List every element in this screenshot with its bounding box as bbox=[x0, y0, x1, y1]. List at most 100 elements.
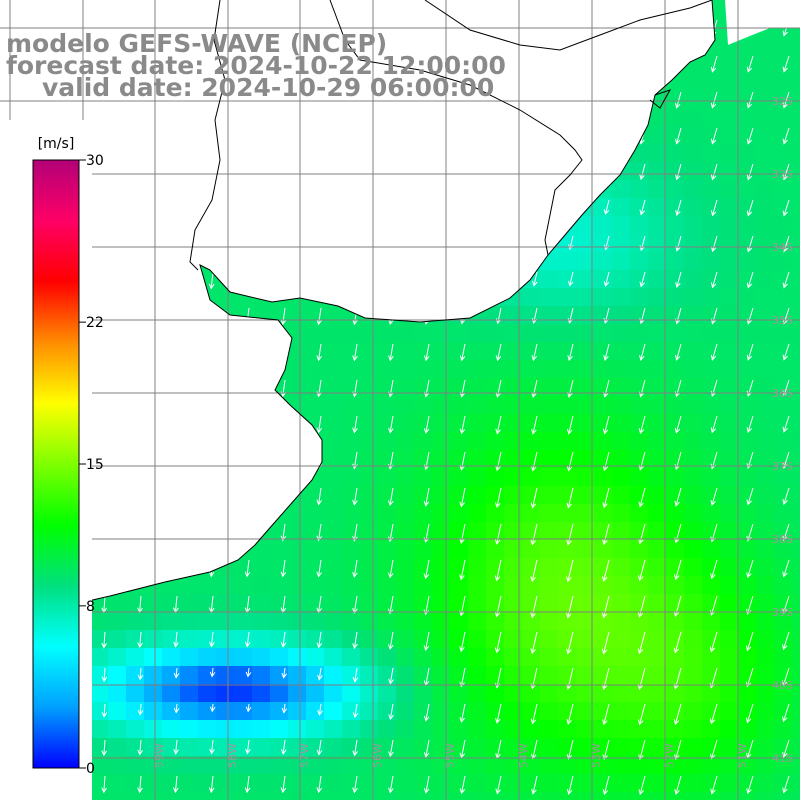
wind-cell bbox=[630, 756, 649, 775]
wind-cell bbox=[540, 360, 559, 379]
wind-cell bbox=[270, 720, 289, 739]
wind-cell bbox=[540, 774, 559, 793]
wind-cell bbox=[216, 792, 235, 804]
wind-cell bbox=[702, 342, 721, 361]
wind-cell bbox=[738, 144, 757, 163]
wind-cell bbox=[180, 612, 199, 631]
wind-cell bbox=[432, 720, 451, 739]
wind-cell bbox=[756, 702, 775, 721]
wind-cell bbox=[504, 468, 523, 487]
wind-cell bbox=[630, 792, 649, 804]
wind-cell bbox=[702, 702, 721, 721]
wind-cell bbox=[432, 666, 451, 685]
wind-cell bbox=[558, 288, 577, 307]
wind-cell bbox=[576, 648, 595, 667]
wind-cell bbox=[216, 756, 235, 775]
wind-cell bbox=[342, 594, 361, 613]
wind-cell bbox=[666, 234, 685, 253]
wind-cell bbox=[522, 342, 541, 361]
wind-cell bbox=[414, 540, 433, 559]
wind-cell bbox=[180, 756, 199, 775]
wind-cell bbox=[684, 324, 703, 343]
wind-cell bbox=[468, 486, 487, 505]
wind-cell bbox=[306, 774, 325, 793]
wind-arrow bbox=[281, 667, 288, 679]
wind-cell bbox=[738, 324, 757, 343]
wind-cell bbox=[612, 468, 631, 487]
wind-cell bbox=[342, 666, 361, 685]
wind-cell bbox=[450, 432, 469, 451]
wind-cell bbox=[432, 396, 451, 415]
wind-cell bbox=[522, 792, 541, 804]
wind-cell bbox=[252, 540, 271, 559]
coastline-path bbox=[0, 0, 716, 619]
wind-arrow bbox=[387, 559, 394, 579]
wind-arrow bbox=[639, 163, 646, 181]
wind-cell bbox=[378, 738, 397, 757]
wind-cell bbox=[558, 612, 577, 631]
wind-cell bbox=[450, 630, 469, 649]
wind-cell bbox=[180, 630, 199, 649]
wind-cell bbox=[414, 378, 433, 397]
wind-cell bbox=[504, 324, 523, 343]
wind-arrow bbox=[531, 343, 538, 362]
wind-arrow bbox=[137, 775, 143, 794]
wind-cell bbox=[684, 342, 703, 361]
wind-cell bbox=[684, 306, 703, 325]
wind-cell bbox=[378, 396, 397, 415]
wind-arrow bbox=[745, 703, 754, 724]
wind-cell bbox=[450, 414, 469, 433]
wind-cell bbox=[486, 450, 505, 469]
wind-cell bbox=[720, 504, 739, 523]
wind-cell bbox=[90, 684, 109, 703]
wind-cell bbox=[666, 630, 685, 649]
wind-cell bbox=[792, 756, 800, 775]
wind-cell bbox=[738, 72, 757, 91]
wind-cell bbox=[756, 144, 775, 163]
wind-cell bbox=[594, 684, 613, 703]
wind-arrow bbox=[601, 559, 610, 582]
wind-arrow bbox=[352, 667, 359, 683]
wind-cell bbox=[792, 774, 800, 793]
wind-cell bbox=[360, 630, 379, 649]
wind-cell bbox=[702, 630, 721, 649]
wind-cell bbox=[720, 792, 739, 804]
wind-cell bbox=[558, 342, 577, 361]
wind-cell bbox=[324, 540, 343, 559]
wind-cell bbox=[288, 594, 307, 613]
wind-cell bbox=[558, 486, 577, 505]
wind-arrow bbox=[674, 739, 682, 761]
wind-cell bbox=[162, 666, 181, 685]
wind-cell bbox=[396, 738, 415, 757]
wind-arrow bbox=[637, 703, 646, 726]
wind-cell bbox=[792, 360, 800, 379]
wind-cell bbox=[108, 666, 127, 685]
wind-cell bbox=[738, 198, 757, 217]
wind-cell bbox=[756, 450, 775, 469]
wind-cell bbox=[594, 792, 613, 804]
wind-cell bbox=[720, 756, 739, 775]
wind-cell bbox=[720, 396, 739, 415]
wind-cell bbox=[288, 504, 307, 523]
wind-cell bbox=[216, 612, 235, 631]
wind-cell bbox=[720, 414, 739, 433]
wind-cell bbox=[486, 774, 505, 793]
wind-cell bbox=[468, 630, 487, 649]
wind-cell bbox=[738, 720, 757, 739]
wind-cell bbox=[378, 360, 397, 379]
lon-label: 58W bbox=[226, 743, 239, 768]
wind-cell bbox=[756, 234, 775, 253]
wind-cell bbox=[684, 648, 703, 667]
wind-cell bbox=[684, 504, 703, 523]
wind-arrow bbox=[638, 487, 646, 508]
wind-cell bbox=[558, 522, 577, 541]
wind-cell bbox=[432, 504, 451, 523]
wind-cell bbox=[540, 324, 559, 343]
wind-cell bbox=[648, 666, 667, 685]
wind-arrow bbox=[209, 703, 216, 713]
wind-arrow bbox=[459, 631, 466, 653]
wind-arrow bbox=[244, 775, 251, 794]
wind-cell bbox=[108, 612, 127, 631]
wind-cell bbox=[540, 378, 559, 397]
wind-cell bbox=[342, 576, 361, 595]
